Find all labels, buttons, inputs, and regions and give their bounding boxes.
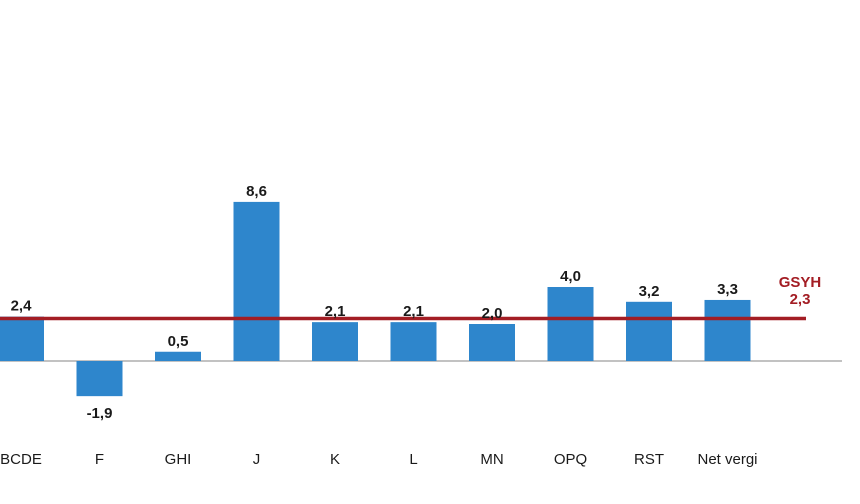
value-label: 2,1 — [325, 303, 346, 320]
value-label: 2,1 — [403, 303, 424, 320]
bar-ghi — [155, 351, 201, 361]
category-label: RST — [634, 451, 664, 468]
category-label: GHI — [165, 451, 192, 468]
bar-opq — [547, 287, 594, 361]
value-label: 3,2 — [639, 283, 660, 300]
category-label: MN — [480, 451, 503, 468]
category-label: F — [95, 451, 104, 468]
bar-rst — [626, 301, 672, 361]
category-labels-group: BCDE F GHI J K L MN OPQ RST Net vergi — [0, 451, 757, 468]
category-label: J — [253, 451, 261, 468]
gsyh-reference-value: 2,3 — [790, 291, 811, 308]
bar-l — [390, 322, 437, 361]
bar-net-vergi — [704, 299, 751, 361]
category-label: K — [330, 451, 340, 468]
bar-mn — [469, 324, 515, 361]
category-label: OPQ — [554, 451, 587, 468]
value-label: 4,0 — [560, 268, 581, 285]
value-label: 2,4 — [11, 298, 33, 315]
bar-f — [76, 361, 123, 397]
value-label: 3,3 — [717, 281, 738, 298]
bar-j — [233, 201, 280, 361]
bars-group — [0, 201, 751, 397]
gsyh-reference-label: GSYH — [779, 274, 822, 291]
value-labels-group: 2,4 -1,9 0,5 8,6 2,1 2,1 2,0 4,0 3,2 3,3 — [11, 183, 738, 422]
value-label: 0,5 — [168, 333, 189, 350]
value-label: 2,0 — [482, 305, 503, 322]
category-label: L — [409, 451, 417, 468]
value-label: 8,6 — [246, 183, 267, 200]
bar-bcde — [0, 316, 44, 361]
category-label: Net vergi — [697, 451, 757, 468]
bar-k — [312, 322, 358, 361]
category-label: BCDE — [0, 451, 42, 468]
value-label: -1,9 — [87, 405, 113, 422]
